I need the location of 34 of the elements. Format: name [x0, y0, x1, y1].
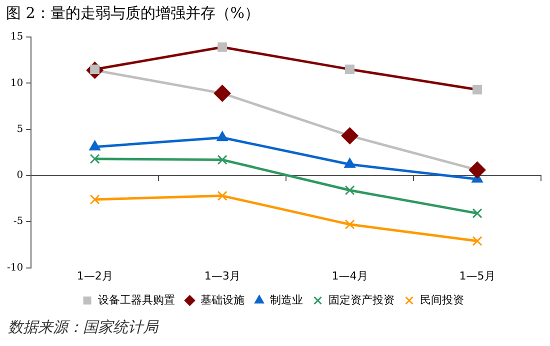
point [89, 140, 101, 150]
legend-label: 基础设施 [200, 293, 244, 306]
point [344, 185, 355, 196]
point [341, 127, 358, 144]
x-tick-label: 1—5月 [459, 269, 496, 282]
y-tick-label: -5 [13, 216, 24, 228]
point [217, 154, 228, 165]
point [90, 154, 100, 164]
legend-label: 固定资产投资 [328, 293, 394, 306]
point [472, 236, 482, 246]
y-tick-label: 15 [10, 32, 24, 43]
point [344, 158, 356, 168]
point [472, 208, 482, 218]
x-tick-label: 1—4月 [332, 269, 368, 282]
legend-label: 设备工器具购置 [98, 293, 175, 306]
point [214, 84, 231, 102]
point [344, 219, 355, 230]
point [217, 190, 228, 201]
y-tick-label: 10 [10, 78, 24, 89]
point [472, 84, 482, 94]
point [468, 161, 486, 178]
y-tick-label: -10 [6, 262, 24, 274]
x-tick-label: 1—3月 [204, 269, 240, 282]
point [345, 64, 355, 74]
x-tick-label: 1—2月 [76, 269, 113, 282]
chart-title: 图 2：量的走弱与质的增强并存（%） [6, 4, 260, 23]
point [90, 194, 100, 204]
y-tick-label: 5 [16, 124, 24, 135]
point [218, 42, 228, 52]
y-tick-label: 0 [16, 170, 24, 182]
legend-label: 民间投资 [420, 293, 464, 306]
point [216, 131, 228, 142]
source-note: 数据来源：国家统计局 [8, 318, 158, 337]
legend-label: 制造业 [270, 293, 303, 306]
